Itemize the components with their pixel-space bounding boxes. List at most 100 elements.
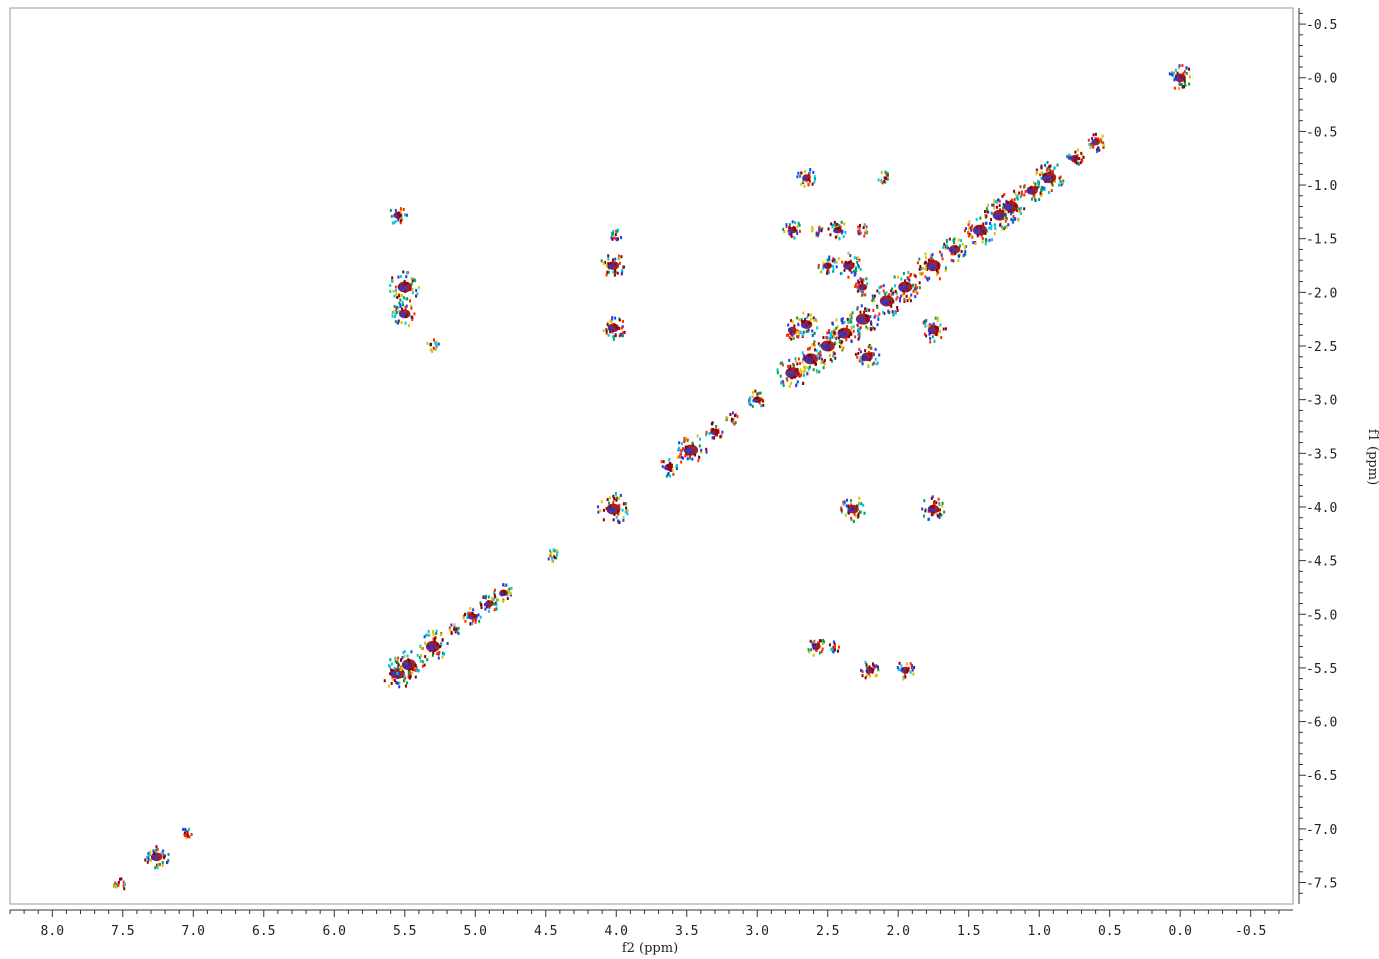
contour-dot <box>922 271 925 275</box>
contour-dot <box>797 335 800 339</box>
contour-dot <box>548 549 551 553</box>
contour-dot <box>953 237 956 241</box>
contour-dot <box>406 297 409 301</box>
contour-dot <box>859 289 862 293</box>
contour-dot <box>553 556 556 560</box>
contour-dot <box>821 642 824 646</box>
contour-dot <box>820 229 823 233</box>
contour-dot <box>1003 209 1006 213</box>
contour-dot <box>798 318 801 322</box>
contour-dot <box>821 647 824 651</box>
contour-dot <box>748 402 751 406</box>
contour-dot <box>163 855 166 859</box>
contour-dot <box>1002 202 1005 206</box>
contour-dot <box>395 292 398 296</box>
contour-dot <box>610 231 613 235</box>
contour-dot <box>432 629 435 633</box>
contour-dot <box>402 270 405 274</box>
contour-dot <box>897 275 900 279</box>
contour-dot <box>858 359 861 363</box>
contour-dot <box>676 455 679 459</box>
contour-dot <box>931 255 934 259</box>
contour-dot <box>838 345 841 349</box>
diagonal-peak <box>705 421 724 440</box>
contour-dot <box>398 309 401 313</box>
contour-dot <box>485 605 488 609</box>
contour-dot <box>807 648 810 652</box>
contour-dot <box>732 421 735 425</box>
contour-dot <box>502 583 505 587</box>
diagonal-peak <box>725 411 739 426</box>
contour-dot <box>761 399 764 403</box>
peak-core-edge <box>801 176 808 181</box>
contour-dot <box>993 232 996 236</box>
contour-dot <box>850 340 853 344</box>
contour-dot <box>857 225 860 229</box>
contour-dot <box>413 312 416 316</box>
contour-dot <box>683 436 686 440</box>
contour-dot <box>858 232 861 236</box>
contour-dot <box>876 665 879 669</box>
contour-dot <box>618 256 621 260</box>
contour-dot <box>874 347 877 351</box>
contour-dot <box>896 308 899 312</box>
contour-dot <box>855 266 858 270</box>
contour-dot <box>818 651 821 655</box>
contour-dot <box>754 389 757 393</box>
cross-peak <box>602 316 626 341</box>
contour-dot <box>1061 182 1064 186</box>
contour-dot <box>506 597 509 601</box>
contour-dot <box>389 290 392 294</box>
contour-dot <box>813 175 816 179</box>
contour-dot <box>885 291 888 295</box>
contour-dot <box>986 229 989 233</box>
contour-dot <box>857 263 860 267</box>
contour-dot <box>866 327 869 331</box>
contour-dot <box>862 278 865 282</box>
contour-dot <box>808 170 811 174</box>
contour-dot <box>408 670 411 674</box>
contour-dot <box>1074 150 1077 154</box>
contour-dot <box>939 323 942 327</box>
contour-dot <box>477 613 480 617</box>
peak-core-edge <box>861 355 869 361</box>
contour-dot <box>886 173 889 177</box>
contour-dot <box>876 361 879 365</box>
contour-dot <box>405 213 408 217</box>
contour-dot <box>1012 210 1015 214</box>
contour-dot <box>960 250 963 254</box>
contour-dot <box>457 626 460 630</box>
contour-dot <box>394 220 397 224</box>
cross-peak <box>827 220 847 241</box>
contour-dot <box>146 855 149 859</box>
contour-dot <box>495 603 498 607</box>
contour-dot <box>602 329 605 333</box>
contour-dot <box>857 229 860 233</box>
contour-dot <box>1048 165 1051 169</box>
contour-dot <box>437 342 440 346</box>
contour-dot <box>1012 218 1015 222</box>
contour-dot <box>423 663 426 667</box>
contour-dot <box>882 284 885 288</box>
contour-dot <box>1019 209 1022 213</box>
contour-dot <box>469 622 472 626</box>
contour-dot <box>622 265 625 269</box>
contour-dot <box>813 318 816 322</box>
contour-dot <box>1003 216 1006 220</box>
contour-dot <box>389 284 392 288</box>
peak-core-edge <box>607 264 616 270</box>
contour-dot <box>818 370 821 374</box>
contour-dot <box>411 317 414 321</box>
contour-dot <box>393 679 396 683</box>
contour-dot <box>788 384 791 388</box>
contour-dot <box>981 236 984 240</box>
contour-dot <box>831 322 834 326</box>
contour-dot <box>161 864 164 868</box>
contour-dot <box>621 508 624 512</box>
contour-dot <box>829 233 832 237</box>
contour-dot <box>938 508 941 512</box>
contour-dot <box>984 242 987 246</box>
contour-dot <box>833 646 836 650</box>
contour-dot <box>914 289 917 293</box>
diagonal-peak <box>448 623 460 635</box>
